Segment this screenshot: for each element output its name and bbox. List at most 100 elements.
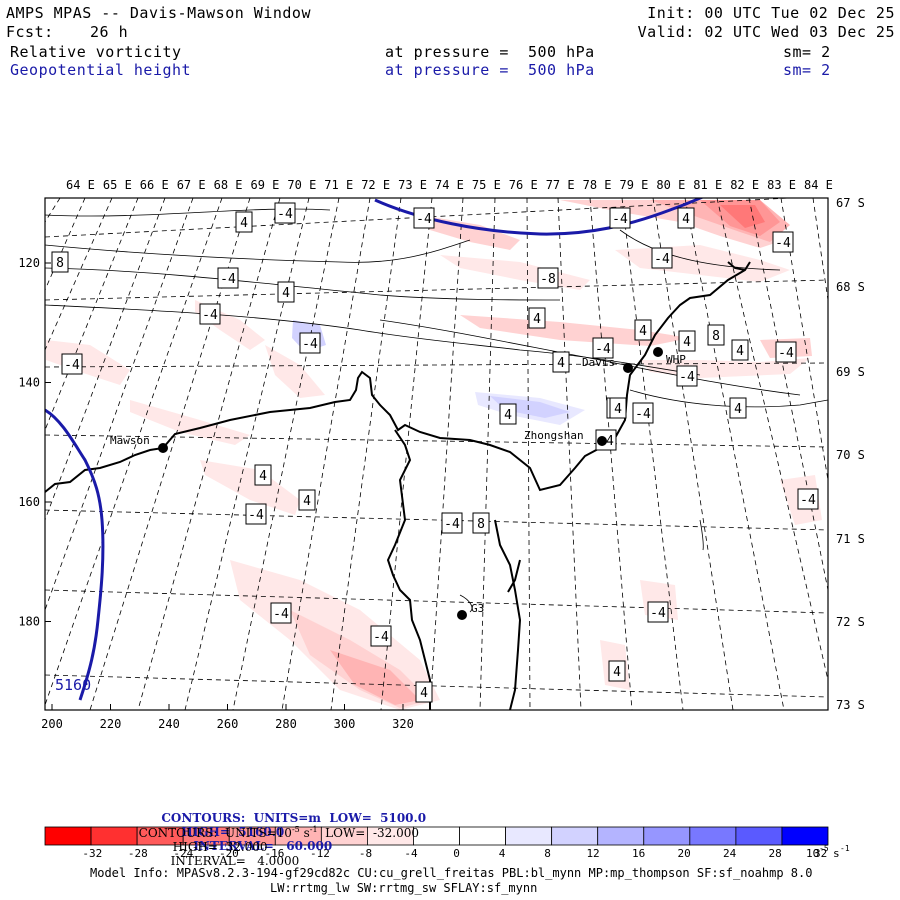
- colorbar-segment: [505, 826, 553, 846]
- svg-text:-4: -4: [220, 272, 236, 287]
- vorticity-label: 8: [51, 251, 69, 273]
- vorticity-label: -4: [772, 231, 794, 253]
- contours2-exp2: -1: [309, 825, 318, 834]
- vorticity-label: -4: [632, 402, 654, 424]
- lon-label: 77 E: [546, 178, 575, 192]
- vorticity-label: -4: [61, 353, 83, 375]
- colorbar-tick: 12: [586, 847, 599, 860]
- height-contour-label: 5160: [55, 676, 91, 694]
- vorticity-label: 4: [729, 397, 747, 419]
- vorticity-label: -4: [647, 601, 669, 623]
- lat-label: 71 S: [836, 532, 865, 546]
- x-axis-ticks: 200 220 240 260 280 300 320: [41, 704, 414, 731]
- field2-smoothing: sm= 2: [783, 61, 831, 79]
- svg-text:-4: -4: [302, 337, 318, 352]
- colorbar-tick: -28: [128, 847, 148, 860]
- lon-label: 78 E: [583, 178, 612, 192]
- lon-label: 73 E: [398, 178, 427, 192]
- map-frame: [44, 197, 829, 711]
- station-zhongshan: Zhongshan: [524, 429, 607, 446]
- colorbar-tick: 24: [723, 847, 737, 860]
- svg-text:-4: -4: [444, 517, 460, 532]
- lat-label: 68 S: [836, 280, 865, 294]
- vorticity-label: 8: [472, 512, 490, 534]
- svg-text:-4: -4: [277, 207, 293, 222]
- colorbar-tick: 28: [769, 847, 782, 860]
- vorticity-label: 4: [634, 319, 652, 341]
- colorbar-unit: 10: [806, 847, 819, 860]
- contours1-prefix: CONTOURS: UNITS=m LOW= 5100.0: [161, 811, 427, 825]
- station-marker: [653, 347, 663, 357]
- svg-text:8: 8: [56, 256, 64, 271]
- svg-text:4: 4: [504, 408, 512, 423]
- vorticity-label: 4: [552, 351, 570, 373]
- svg-text:-4: -4: [595, 342, 611, 357]
- vorticity-label: -4: [199, 303, 221, 325]
- longitude-labels: 64 E 65 E 66 E 67 E 68 E 69 E 70 E 71 E 72 E 73 E…: [66, 178, 833, 192]
- colorbar-tick: -16: [264, 847, 284, 860]
- svg-text:4: 4: [533, 312, 541, 327]
- svg-text:4: 4: [614, 402, 622, 417]
- contours2-prefix: CONTOURS: UNITS=10: [138, 826, 292, 840]
- vorticity-label: -4: [270, 602, 292, 624]
- forecast-label: Fcst:: [6, 23, 54, 41]
- lon-label: 71 E: [324, 178, 353, 192]
- contours2-high: HIGH= 32.000: [172, 840, 268, 854]
- colorbar-tick: -32: [82, 847, 102, 860]
- svg-text:-4: -4: [64, 358, 80, 373]
- model-info-line1: Model Info: MPASv8.2.3-194-gf29cd82c CU:…: [90, 866, 813, 880]
- contours2-exp: -5: [291, 825, 300, 834]
- colorbar-tick: 16: [632, 847, 645, 860]
- vorticity-label: 4: [677, 207, 695, 229]
- colorbar-tick: -4: [404, 847, 418, 860]
- svg-text:4: 4: [683, 335, 691, 350]
- svg-text:-4: -4: [679, 370, 695, 385]
- lon-label: 83 E: [767, 178, 796, 192]
- station-whp: WHP: [653, 347, 686, 366]
- colorbar-tick: -20: [219, 847, 239, 860]
- lon-label: 76 E: [509, 178, 538, 192]
- station-mawson: Mawson: [110, 434, 168, 453]
- lon-label: 70 E: [287, 178, 316, 192]
- graticule: [45, 198, 828, 710]
- x-tick-label: 260: [217, 717, 239, 731]
- colorbar: -32 -28 -24 -20 -16 -12 -8 -4 0 4 8 12 16 20 24 28 3210-…: [44, 826, 850, 860]
- svg-text:-4: -4: [775, 236, 791, 251]
- vorticity-label: -4: [370, 625, 392, 647]
- lat-label: 70 S: [836, 448, 865, 462]
- field1-smoothing: sm= 2: [783, 43, 831, 61]
- vorticity-label: -8: [537, 267, 559, 289]
- contours-height-info: CONTOURS: UNITS=m LOW= 5100.0 HIGH= 5160…: [153, 797, 426, 853]
- x-tick-label: 220: [100, 717, 122, 731]
- vorticity-label: -4: [274, 202, 296, 224]
- lon-label: 80 E: [656, 178, 685, 192]
- station-marker: [597, 436, 607, 446]
- lon-label: 67 E: [177, 178, 206, 192]
- vorticity-label: 4: [608, 660, 626, 682]
- lon-label: 82 E: [730, 178, 759, 192]
- forecast-hours: 26 h: [90, 23, 129, 41]
- init-time: Init: 00 UTC Tue 02 Dec 25: [647, 4, 895, 22]
- svg-text:-4: -4: [248, 508, 264, 523]
- colorbar-tick: 4: [499, 847, 506, 860]
- vorticity-label: 4: [499, 403, 517, 425]
- y-tick-label: 140: [18, 376, 40, 390]
- colorbar-segment: [689, 826, 737, 846]
- station-marker: [623, 363, 633, 373]
- vorticity-shading: [46, 200, 822, 710]
- vorticity-label: 4: [298, 489, 316, 511]
- x-tick-label: 240: [158, 717, 180, 731]
- y-tick-label: 160: [18, 495, 40, 509]
- svg-text:-8: -8: [540, 272, 556, 287]
- contours2-interval: INTERVAL= 4.0000: [170, 854, 300, 868]
- svg-text:-4: -4: [654, 252, 670, 267]
- vorticity-label: -4: [441, 512, 463, 534]
- vorticity-label: 4: [254, 464, 272, 486]
- svg-text:4: 4: [282, 286, 290, 301]
- lat-label: 72 S: [836, 615, 865, 629]
- vorticity-label: -4: [299, 332, 321, 354]
- colorbar-unit-exp: -5: [819, 844, 829, 853]
- colorbar-tick: 0: [453, 847, 460, 860]
- x-tick-label: 300: [334, 717, 356, 731]
